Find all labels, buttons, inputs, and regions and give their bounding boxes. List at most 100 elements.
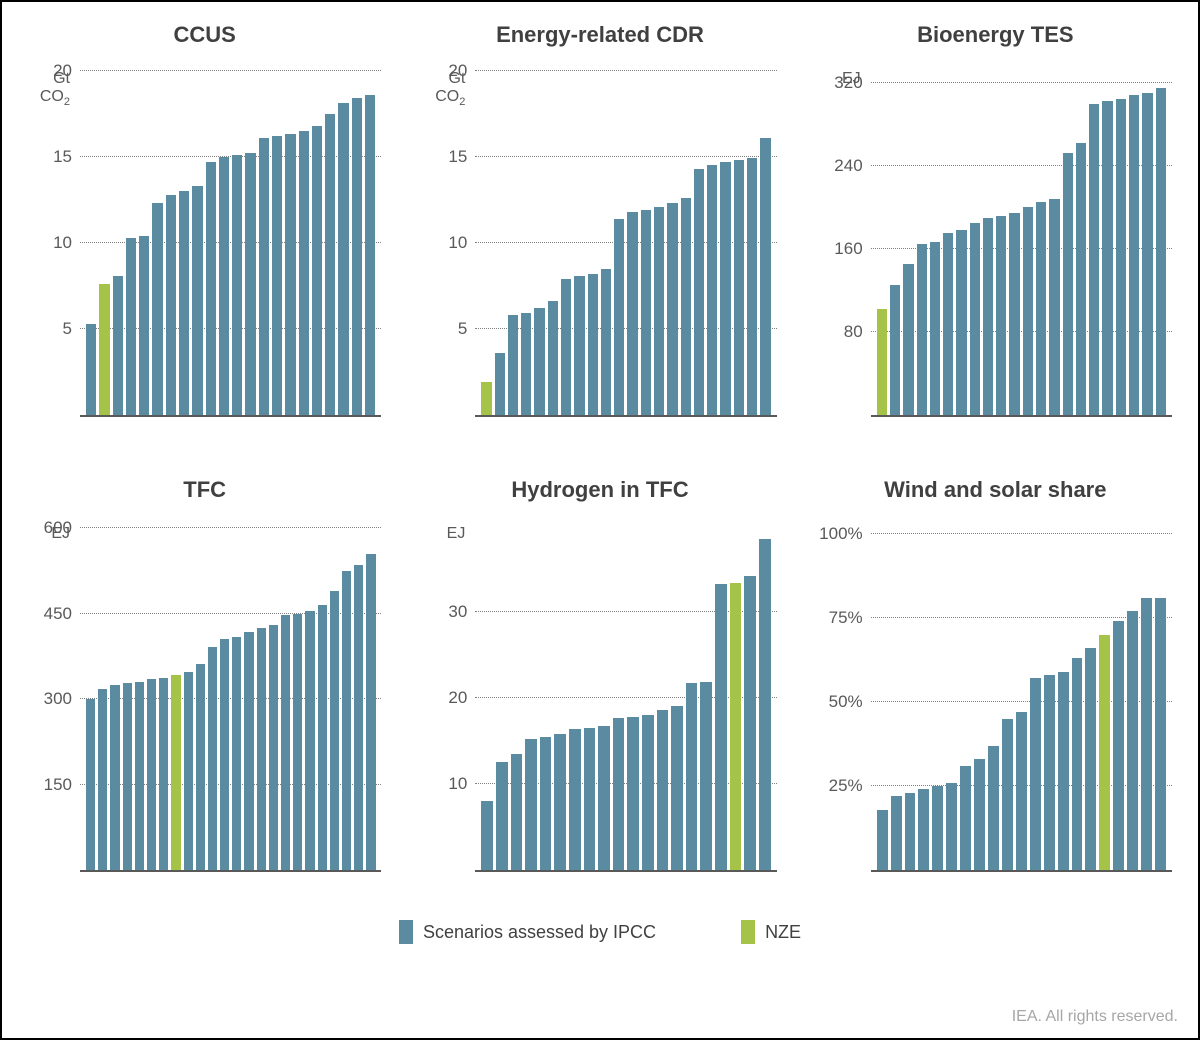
bar-ipcc	[694, 169, 704, 415]
bar-ipcc	[481, 801, 493, 870]
bar-ipcc	[1049, 199, 1059, 415]
legend-item-ipcc: Scenarios assessed by IPCC	[399, 920, 656, 944]
bar-ipcc	[1063, 153, 1073, 415]
bar-ipcc	[715, 584, 727, 870]
bar-ipcc	[1036, 202, 1046, 415]
panel-bioenergy-tes: Bioenergy TESEJ80160240320	[813, 22, 1178, 447]
bar-ipcc	[352, 98, 362, 415]
bar-ipcc	[681, 198, 691, 415]
bar-ipcc	[917, 244, 927, 415]
bar-ipcc	[1016, 712, 1027, 870]
bar-ipcc	[534, 308, 544, 415]
bar-ipcc	[244, 632, 253, 870]
y-tick-label: 20	[448, 61, 467, 81]
bar-ipcc	[932, 786, 943, 870]
bar-container	[877, 517, 1166, 870]
bar-ipcc	[281, 615, 290, 870]
bar-ipcc	[700, 682, 712, 870]
bar-ipcc	[179, 191, 189, 415]
y-tick-label: 100%	[819, 524, 862, 544]
chart-frame: CCUSGt CO25101520Energy-related CDRGt CO…	[0, 0, 1200, 1040]
bar-ipcc	[903, 264, 913, 415]
bar-nze	[730, 583, 742, 870]
bar-ipcc	[220, 639, 229, 870]
bar-ipcc	[113, 276, 123, 415]
bar-ipcc	[598, 726, 610, 870]
bar-ipcc	[1044, 675, 1055, 870]
bar-ipcc	[196, 664, 205, 870]
bar-ipcc	[192, 186, 202, 415]
bar-ipcc	[1023, 207, 1033, 415]
bar-ipcc	[1116, 99, 1126, 415]
bar-ipcc	[1113, 621, 1124, 870]
y-tick-label: 320	[834, 73, 862, 93]
bar-ipcc	[272, 136, 282, 415]
bar-ipcc	[152, 203, 162, 415]
legend-item-nze: NZE	[741, 920, 801, 944]
y-tick-label: 450	[44, 604, 72, 624]
legend-swatch-ipcc	[399, 920, 413, 944]
y-tick-label: 25%	[829, 776, 863, 796]
panel-ccus: CCUSGt CO25101520	[22, 22, 387, 447]
bar-ipcc	[139, 236, 149, 415]
bar-ipcc	[135, 682, 144, 870]
bar-ipcc	[554, 734, 566, 870]
bar-ipcc	[1009, 213, 1019, 415]
y-tick-label: 160	[834, 239, 862, 259]
bar-ipcc	[147, 679, 156, 870]
panel-title: Bioenergy TES	[813, 22, 1178, 48]
bar-ipcc	[584, 728, 596, 870]
bar-ipcc	[747, 158, 757, 415]
bar-ipcc	[86, 699, 95, 870]
bar-ipcc	[496, 762, 508, 870]
y-tick-label: 10	[53, 233, 72, 253]
bar-ipcc	[877, 810, 888, 871]
chart-area: 150300450600	[80, 517, 381, 872]
y-tick-label: 300	[44, 689, 72, 709]
bar-ipcc	[521, 313, 531, 415]
bar-ipcc	[232, 155, 242, 415]
bar-container	[481, 517, 770, 870]
panel-title: Energy-related CDR	[417, 22, 782, 48]
bar-ipcc	[1142, 93, 1152, 415]
bar-ipcc	[206, 162, 216, 415]
bar-container	[86, 62, 375, 415]
bar-ipcc	[305, 611, 314, 870]
bar-ipcc	[325, 114, 335, 415]
bar-ipcc	[366, 554, 375, 870]
panel-wind-and-solar-share: Wind and solar share25%50%75%100%	[813, 477, 1178, 902]
bar-ipcc	[285, 134, 295, 415]
bar-ipcc	[946, 783, 957, 870]
y-tick-label: 15	[53, 147, 72, 167]
bar-ipcc	[1129, 95, 1139, 415]
bar-ipcc	[760, 138, 770, 415]
bar-ipcc	[1085, 648, 1096, 870]
bar-ipcc	[232, 637, 241, 870]
legend-label-nze: NZE	[765, 922, 801, 943]
panel-grid: CCUSGt CO25101520Energy-related CDRGt CO…	[22, 22, 1178, 902]
bar-nze	[171, 675, 180, 870]
bar-ipcc	[1102, 101, 1112, 415]
bar-ipcc	[1141, 598, 1152, 870]
y-tick-label: 75%	[829, 608, 863, 628]
bar-nze	[481, 382, 491, 415]
bar-ipcc	[1127, 611, 1138, 870]
chart-area: 5101520	[475, 62, 776, 417]
bar-ipcc	[956, 230, 966, 415]
bar-ipcc	[707, 165, 717, 415]
bar-ipcc	[245, 153, 255, 415]
bar-ipcc	[540, 737, 552, 870]
y-tick-label: 10	[448, 233, 467, 253]
y-tick-label: 5	[458, 319, 467, 339]
bar-ipcc	[667, 203, 677, 415]
bar-ipcc	[312, 126, 322, 415]
bar-ipcc	[1002, 719, 1013, 870]
bar-ipcc	[257, 628, 266, 870]
bar-ipcc	[508, 315, 518, 415]
bar-ipcc	[1156, 88, 1166, 415]
bar-ipcc	[208, 647, 217, 870]
bar-ipcc	[1089, 104, 1099, 415]
bar-ipcc	[293, 614, 302, 870]
bar-ipcc	[86, 324, 96, 415]
bar-ipcc	[159, 678, 168, 870]
